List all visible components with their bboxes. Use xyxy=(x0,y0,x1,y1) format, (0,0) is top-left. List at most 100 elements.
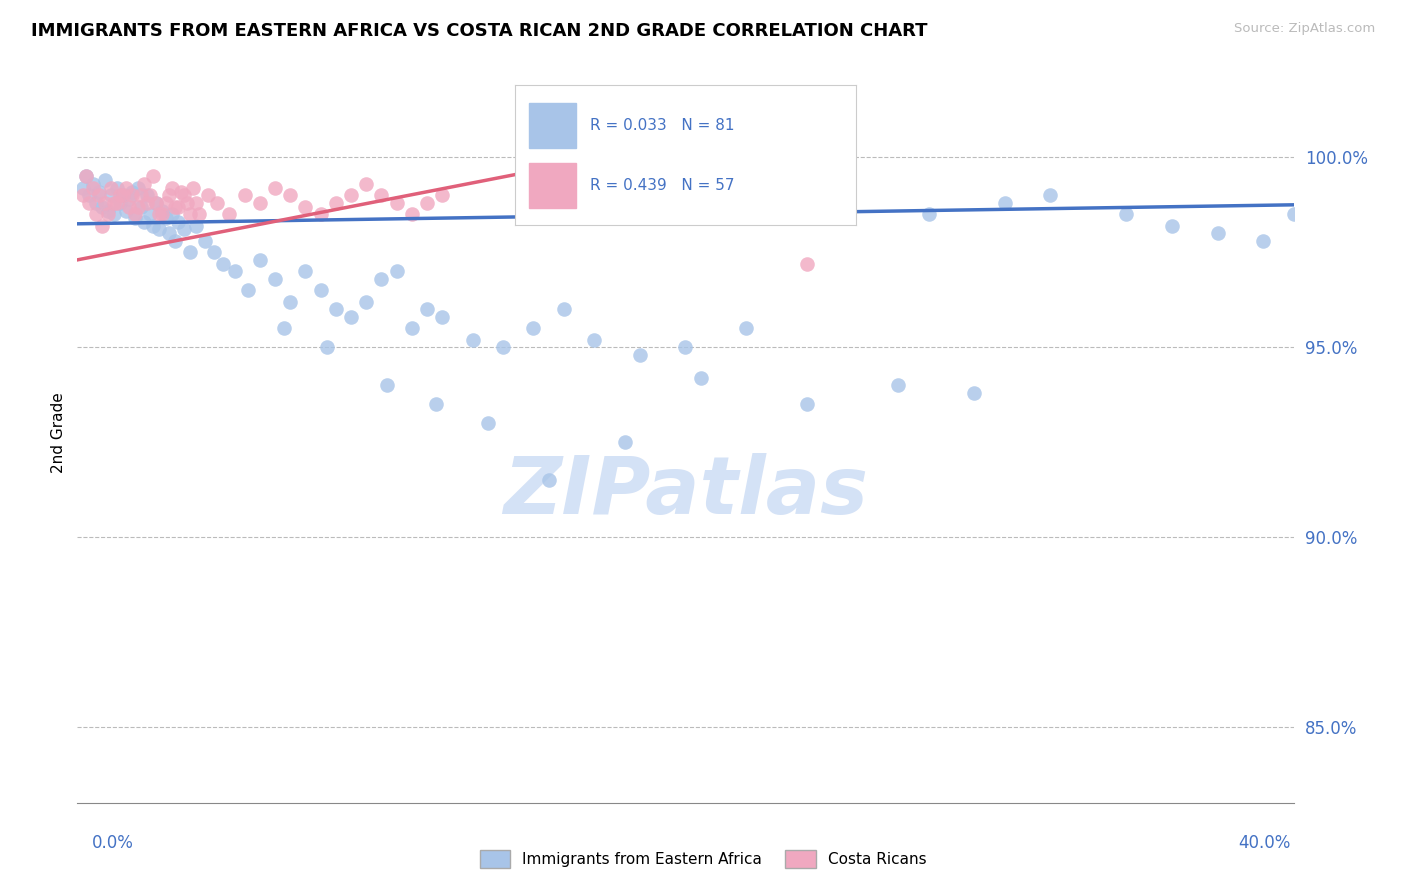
Point xyxy=(84,207,107,221)
Point xyxy=(176,195,198,210)
Point xyxy=(148,222,170,236)
Point xyxy=(1161,219,1184,233)
Text: Source: ZipAtlas.com: Source: ZipAtlas.com xyxy=(1234,22,1375,36)
Point xyxy=(108,188,131,202)
Point xyxy=(142,219,165,233)
Point xyxy=(385,264,408,278)
Point xyxy=(142,169,165,184)
Point xyxy=(139,188,162,202)
Point xyxy=(401,207,423,221)
Point xyxy=(1251,234,1274,248)
Point xyxy=(129,188,152,202)
Point xyxy=(118,200,141,214)
Point xyxy=(97,207,120,221)
Point xyxy=(385,195,408,210)
Point xyxy=(121,188,143,202)
Point xyxy=(127,180,149,194)
Point xyxy=(994,195,1017,210)
Point xyxy=(194,234,217,248)
Point xyxy=(163,234,186,248)
Point xyxy=(340,188,363,202)
Point xyxy=(477,416,499,430)
Point xyxy=(370,272,392,286)
Text: 0.0%: 0.0% xyxy=(91,834,134,852)
Point xyxy=(136,188,159,202)
Point xyxy=(152,203,174,218)
Point xyxy=(236,283,259,297)
Point xyxy=(115,203,138,218)
Point xyxy=(197,188,219,202)
Point xyxy=(160,180,183,194)
Point xyxy=(93,173,115,187)
Point xyxy=(115,180,138,194)
Point xyxy=(1115,207,1137,221)
Point xyxy=(103,195,125,210)
Point xyxy=(689,370,711,384)
Point xyxy=(145,195,167,210)
Point xyxy=(75,169,97,184)
Point xyxy=(461,333,484,347)
Point xyxy=(166,200,188,214)
Point xyxy=(309,207,332,221)
Point xyxy=(160,207,183,221)
Point xyxy=(184,195,207,210)
Point xyxy=(430,188,453,202)
Point xyxy=(134,215,156,229)
Point xyxy=(249,252,271,267)
Point xyxy=(205,195,228,210)
Point xyxy=(340,310,363,324)
Point xyxy=(103,207,125,221)
Point xyxy=(79,188,101,202)
Point xyxy=(325,195,347,210)
Point xyxy=(377,378,399,392)
Point xyxy=(315,340,337,354)
Point xyxy=(148,207,170,221)
Point xyxy=(294,200,316,214)
Point xyxy=(354,294,377,309)
Point xyxy=(127,200,149,214)
Point xyxy=(79,195,101,210)
Point xyxy=(90,219,112,233)
Point xyxy=(796,257,818,271)
Point xyxy=(1039,188,1062,202)
Point xyxy=(105,180,128,194)
Point xyxy=(537,473,560,487)
Point xyxy=(354,177,377,191)
Point xyxy=(72,188,94,202)
Point xyxy=(72,180,94,194)
Point xyxy=(1282,207,1305,221)
Point xyxy=(121,185,143,199)
Point xyxy=(613,435,636,450)
Point xyxy=(84,195,107,210)
Point xyxy=(796,397,818,411)
Point xyxy=(118,192,141,206)
Point xyxy=(963,385,986,400)
Point xyxy=(163,200,186,214)
Point xyxy=(827,200,849,214)
Point xyxy=(628,348,651,362)
Point xyxy=(152,207,174,221)
Point xyxy=(124,211,146,226)
Point xyxy=(425,397,447,411)
Point xyxy=(1206,227,1229,241)
Point xyxy=(100,180,122,194)
Point xyxy=(97,203,120,218)
Point xyxy=(157,227,180,241)
Point xyxy=(202,245,225,260)
Point xyxy=(735,321,758,335)
Point xyxy=(492,340,515,354)
Point xyxy=(111,188,134,202)
Point xyxy=(294,264,316,278)
Point xyxy=(139,207,162,221)
Text: 40.0%: 40.0% xyxy=(1239,834,1291,852)
Point xyxy=(278,294,301,309)
Point xyxy=(430,310,453,324)
Point xyxy=(184,219,207,233)
Point xyxy=(325,302,347,317)
Point xyxy=(124,207,146,221)
Point xyxy=(181,180,204,194)
Point xyxy=(309,283,332,297)
Point xyxy=(93,195,115,210)
Point xyxy=(100,188,122,202)
Point xyxy=(553,302,575,317)
